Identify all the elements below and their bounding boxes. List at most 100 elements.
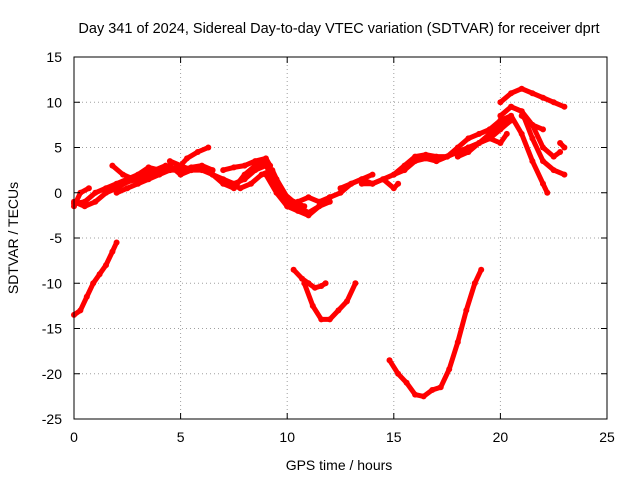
y-tick-label: -15: [42, 321, 62, 337]
data-point: [486, 126, 493, 133]
data-point: [476, 130, 483, 137]
data-point: [529, 135, 536, 142]
data-point: [433, 158, 440, 165]
data-point: [497, 117, 504, 124]
data-point: [557, 140, 564, 146]
data-point: [220, 167, 227, 174]
data-point: [92, 198, 99, 205]
data-point: [184, 155, 190, 162]
data-point: [269, 167, 276, 174]
data-point: [326, 194, 333, 201]
data-point: [141, 171, 148, 178]
data-point: [241, 171, 248, 178]
data-point: [390, 171, 397, 178]
data-point: [508, 103, 515, 110]
axis-tick-labels: 0 5 10 15 20 25 -25 -20 -15 -10 -5 0 5 10 15: [42, 49, 615, 445]
data-point: [540, 126, 546, 133]
data-point: [401, 167, 408, 174]
x-tick-label: 25: [599, 429, 615, 445]
data-point: [497, 99, 504, 106]
data-point: [311, 284, 318, 291]
data-point: [294, 207, 301, 214]
y-tick-label: 5: [54, 140, 62, 156]
data-point: [77, 189, 84, 196]
data-point: [81, 198, 88, 205]
data-point: [446, 366, 453, 373]
data-point: [262, 171, 269, 178]
series-line: [109, 145, 211, 182]
data-point: [209, 171, 216, 178]
data-point: [279, 189, 286, 196]
y-tick-label: 0: [54, 185, 62, 201]
data-point: [518, 85, 525, 92]
data-point: [437, 384, 444, 391]
data-point: [395, 180, 402, 187]
data-point: [369, 171, 376, 178]
data-point: [299, 275, 306, 282]
data-point: [305, 212, 312, 219]
data-point: [550, 153, 557, 160]
data-point: [230, 164, 237, 171]
series-arc-25: [301, 280, 359, 323]
data-point: [544, 189, 551, 196]
data-point: [294, 198, 301, 205]
data-point: [561, 144, 568, 151]
data-point: [412, 158, 419, 165]
data-point: [454, 339, 461, 346]
series-arc-26: [386, 266, 485, 400]
data-point: [92, 189, 99, 196]
series-arc-24: [290, 266, 329, 291]
data-point: [390, 185, 397, 192]
data-point: [444, 153, 451, 160]
data-point: [220, 180, 227, 187]
data-point: [369, 180, 376, 187]
data-point: [380, 176, 387, 183]
data-point: [508, 90, 515, 97]
data-point: [352, 280, 359, 287]
data-point: [145, 176, 152, 183]
data-point: [497, 112, 504, 119]
data-point: [113, 180, 120, 187]
data-point: [386, 357, 393, 364]
data-point: [166, 158, 173, 165]
data-point: [358, 176, 365, 183]
data-point: [465, 149, 472, 155]
chart-title: Day 341 of 2024, Sidereal Day-to-day VTE…: [78, 21, 599, 37]
data-point: [309, 302, 316, 309]
data-point: [162, 162, 169, 169]
y-tick-label: 15: [46, 49, 62, 65]
data-point: [508, 112, 515, 119]
data-point: [478, 266, 485, 273]
data-point: [518, 112, 525, 119]
data-point: [135, 180, 141, 187]
data-point: [77, 307, 84, 314]
y-tick-label: -25: [42, 411, 62, 427]
data-point: [81, 203, 88, 210]
data-point: [226, 180, 233, 187]
data-point: [120, 171, 126, 178]
data-point: [166, 167, 173, 174]
data-point: [156, 171, 163, 178]
y-tick-label: -20: [42, 366, 62, 382]
data-point: [429, 387, 436, 393]
data-point: [301, 203, 308, 210]
data-point: [471, 280, 478, 287]
y-tick-label: 10: [46, 94, 62, 110]
data-point: [557, 149, 564, 155]
data-point: [205, 144, 212, 151]
data-point: [422, 155, 429, 162]
data-point: [395, 370, 402, 377]
data-point: [412, 153, 419, 160]
data-point: [198, 162, 205, 169]
data-point: [476, 140, 483, 146]
data-point: [465, 135, 472, 142]
data-point: [152, 167, 158, 174]
data-point: [358, 180, 365, 187]
series-arc-22: [557, 140, 568, 151]
data-point: [540, 144, 546, 151]
data-point: [518, 108, 525, 115]
data-point: [96, 271, 103, 278]
data-point: [529, 90, 536, 97]
